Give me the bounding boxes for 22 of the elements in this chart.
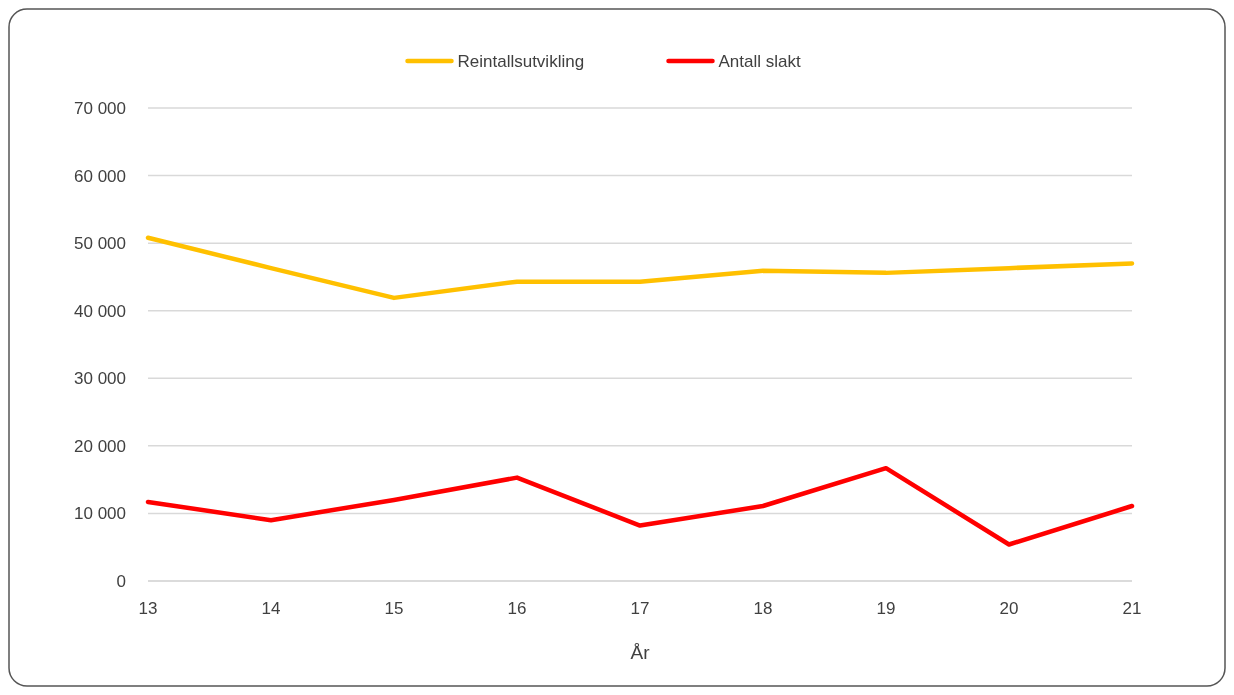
y-tick-label: 10 000: [74, 504, 126, 524]
x-axis-title: År: [630, 642, 651, 663]
y-tick-label: 30 000: [74, 369, 126, 389]
x-tick-label: 21: [1122, 599, 1142, 618]
x-tick-label: 14: [261, 599, 281, 618]
y-tick-label: 20 000: [74, 436, 126, 456]
x-tick-label: 20: [999, 599, 1019, 618]
line-series: [145, 235, 1135, 301]
y-tick-label: 50 000: [74, 234, 126, 254]
x-tick-label: 18: [753, 599, 773, 618]
y-tick-label: 0: [116, 571, 126, 591]
x-tick-label: 15: [384, 599, 404, 618]
y-tick-label: 40 000: [74, 301, 126, 321]
legend-label: Reintallsutvikling: [457, 51, 585, 71]
line-series: [145, 465, 1135, 547]
x-tick-label: 17: [630, 599, 650, 618]
y-tick-label: 70 000: [74, 98, 126, 118]
x-tick-label: 16: [507, 599, 527, 618]
x-tick-label: 13: [138, 599, 158, 618]
y-tick-label: 60 000: [74, 166, 126, 186]
x-tick-label: 19: [876, 599, 896, 618]
legend-label: Antall slakt: [718, 51, 801, 71]
